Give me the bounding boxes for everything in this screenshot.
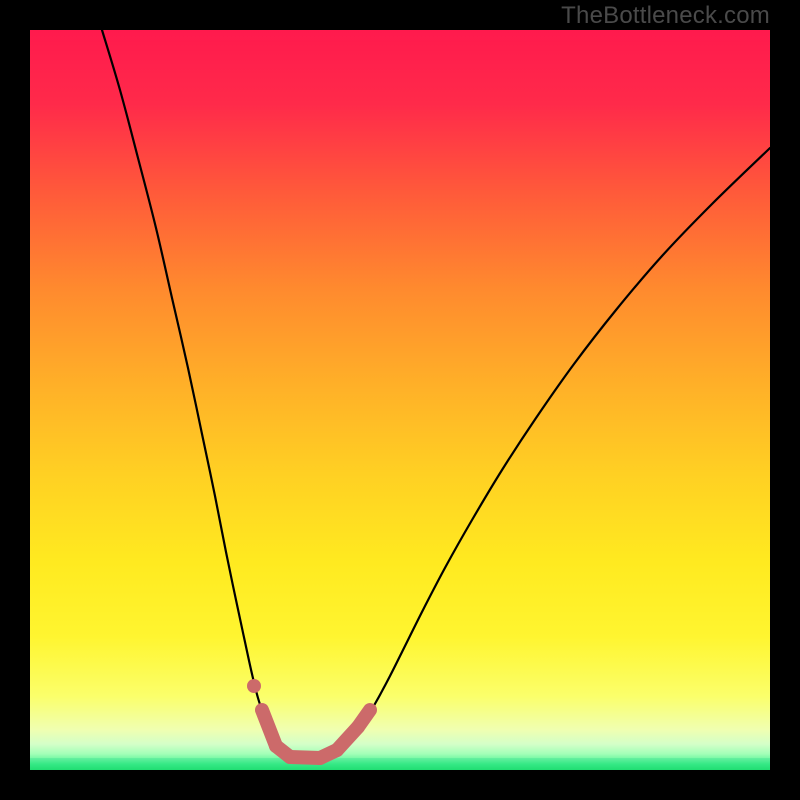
trough-markers (247, 679, 370, 758)
trough-dot (247, 679, 261, 693)
curve-layer (30, 30, 770, 770)
outer-frame: TheBottleneck.com (0, 0, 800, 800)
bottleneck-curve (102, 30, 770, 758)
plot-area (30, 30, 770, 770)
watermark-text: TheBottleneck.com (561, 2, 770, 30)
trough-segment (358, 710, 370, 727)
